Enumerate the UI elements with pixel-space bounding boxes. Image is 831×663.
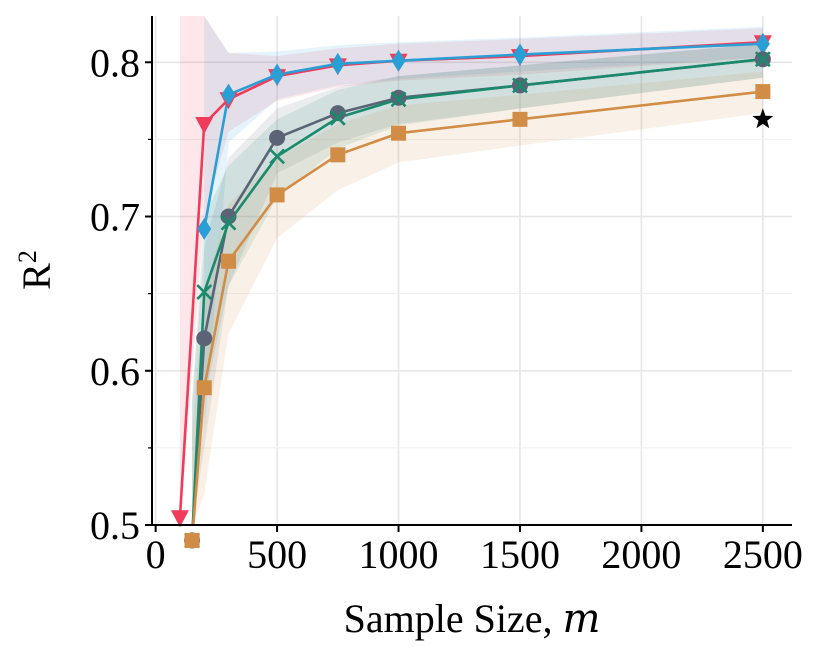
y-tick-label: 0.7 — [90, 195, 140, 240]
marker-green-x — [220, 214, 237, 231]
band-orange-square — [192, 71, 763, 525]
marker-red-triangle — [195, 116, 214, 134]
marker-blue-diamond — [221, 83, 236, 106]
line-green-x — [191, 57, 763, 525]
marker-blue-diamond — [755, 32, 770, 55]
marker-blue-diamond — [197, 217, 212, 240]
marker-orange-square — [391, 125, 407, 141]
marker-green-x — [196, 284, 213, 301]
marker-green-x — [269, 148, 286, 165]
marker-star — [752, 108, 774, 129]
x-axis-title: Sample Size, m — [344, 596, 601, 642]
marker-orange-square — [196, 380, 212, 396]
marker-blue-diamond — [512, 43, 527, 66]
x-tick-label: 1500 — [480, 532, 560, 577]
marker-green-x — [390, 91, 407, 108]
series-markers — [170, 32, 774, 549]
x-axis-title-prefix: Sample Size, — [344, 596, 563, 641]
axes — [145, 16, 792, 532]
marker-green-x — [754, 51, 771, 68]
y-tick-label: 0.8 — [90, 40, 140, 85]
marker-orange-square — [512, 111, 528, 127]
marker-red-triangle — [170, 510, 189, 528]
marker-orange-square — [269, 187, 285, 203]
y-tick-label: 0.6 — [90, 349, 140, 394]
x-tick-label: 1000 — [359, 532, 439, 577]
marker-gray-circle — [329, 105, 346, 122]
band-blue-diamond — [204, 16, 763, 433]
marker-gray-circle — [269, 129, 286, 146]
marker-orange-square — [330, 147, 346, 163]
y-tick-label: 0.5 — [90, 503, 140, 548]
confidence-bands — [179, 16, 763, 525]
band-red-triangle — [179, 16, 763, 525]
marker-green-x — [329, 109, 346, 126]
marker-orange-square — [221, 253, 237, 269]
y-axis-title-superscript: 2 — [13, 250, 42, 263]
x-axis-title-variable: m — [562, 596, 600, 642]
x-tick-label: 0 — [146, 532, 166, 577]
marker-blue-diamond — [330, 52, 345, 75]
marker-orange-square — [755, 84, 771, 100]
tick-labels: 0 500 1000 1500 2000 2500 0.5 0.6 0.7 0.8 — [90, 40, 803, 577]
x-tick-label: 2000 — [601, 532, 681, 577]
marker-gray-circle — [196, 330, 213, 347]
y-axis-title: R2 — [13, 250, 59, 290]
marker-green-x — [512, 77, 528, 94]
marker-orange-square — [184, 532, 200, 548]
x-tick-label: 500 — [247, 532, 307, 577]
y-axis-title-base: R — [14, 263, 59, 290]
x-tick-label: 2500 — [723, 532, 803, 577]
line-orange-square — [191, 90, 764, 525]
marker-blue-diamond — [270, 63, 285, 86]
marker-blue-diamond — [391, 49, 406, 72]
